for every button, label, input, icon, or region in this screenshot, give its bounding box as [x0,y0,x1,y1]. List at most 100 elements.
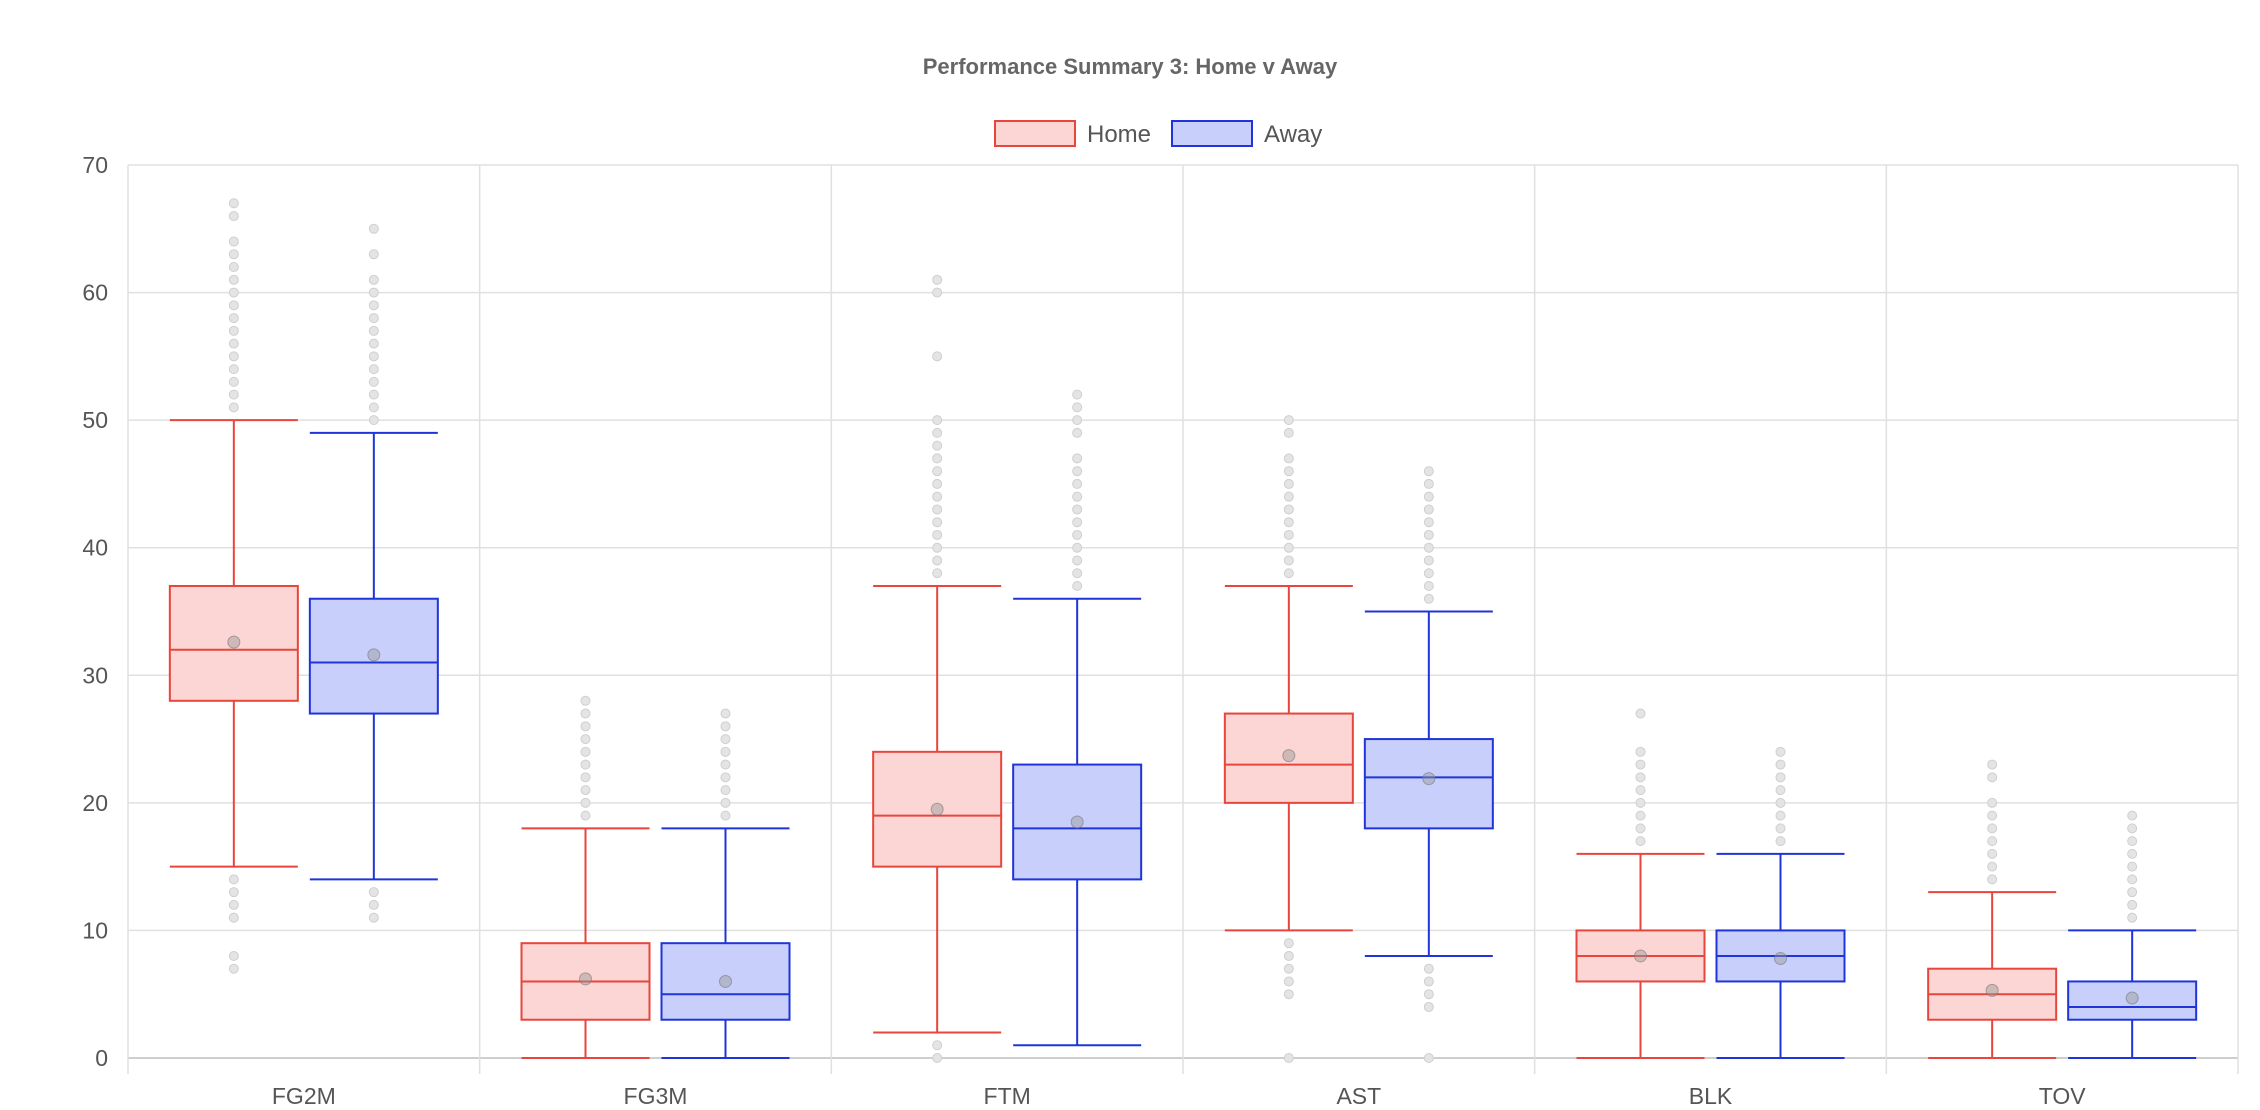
outlier-point [932,427,943,438]
outlier-point [1635,797,1646,808]
outlier-point [1423,504,1434,515]
outlier-point [580,708,591,719]
outlier-point [1987,759,1998,770]
outlier-point [1283,1053,1294,1063]
outlier-point [1072,427,1083,438]
legend-item-home: Home [994,120,1151,148]
outlier-point [1072,415,1083,426]
outlier-point [720,785,731,796]
outlier-point [368,249,379,260]
outlier-point [228,364,239,375]
outlier-point [1775,785,1786,796]
outlier-point [1987,772,1998,783]
box-home-ast [1223,415,1354,1063]
mean-point [579,972,592,986]
outlier-point [1423,593,1434,604]
legend-swatch [1171,120,1253,147]
outlier-point [720,708,731,719]
outlier-point [1283,466,1294,477]
outlier-point [228,950,239,961]
outlier-point [368,376,379,387]
mean-point [1634,949,1647,963]
mean-point [367,648,381,662]
outlier-point [1283,529,1294,540]
outlier-point [932,274,943,285]
outlier-point [228,249,239,260]
outlier-point [720,734,731,745]
outlier-point [1283,989,1294,1000]
outlier-point [228,287,239,298]
outlier-point [1283,568,1294,579]
outlier-point [580,734,591,745]
outlier-point [932,351,943,362]
outlier-point [1635,759,1646,770]
outlier-point [368,389,379,400]
outlier-point [2127,912,2138,923]
outlier-point [368,415,379,426]
iqr-box [308,597,439,715]
outlier-point [368,338,379,349]
outlier-point [1775,797,1786,808]
outlier-point [368,287,379,298]
outlier-point [228,211,239,222]
outlier-point [2127,810,2138,821]
iqr-box [1223,712,1354,804]
outlier-point [1987,823,1998,834]
outlier-point [580,797,591,808]
outlier-point [1987,848,1998,859]
outlier-point [2127,887,2138,898]
outlier-point [580,810,591,821]
mean-point [930,802,944,816]
outlier-point [932,453,943,464]
outlier-point [1072,491,1083,502]
outlier-point [368,300,379,311]
outlier-point [1283,517,1294,528]
outlier-point [1775,823,1786,834]
y-tick-label: 30 [82,662,108,688]
outlier-point [1423,478,1434,489]
mean-point [1985,983,1999,997]
outlier-point [1072,402,1083,413]
outlier-point [1072,517,1083,528]
iqr-box [168,584,299,702]
outlier-point [228,338,239,349]
outlier-point [932,415,943,426]
outlier-point [1775,810,1786,821]
y-tick-label: 20 [82,790,108,816]
mean-point [1422,772,1436,786]
outlier-point [932,287,943,298]
legend-label: Away [1264,121,1322,148]
outlier-point [580,772,591,783]
x-axis-labels: FG2M FG3M FTM AST BLK TOV [272,1083,2086,1109]
outlier-point [720,721,731,732]
outlier-point [1987,797,1998,808]
outlier-point [1423,989,1434,1000]
outlier-point [1423,1001,1434,1012]
outlier-point [720,772,731,783]
outlier-point [720,797,731,808]
outlier-point [1635,772,1646,783]
outlier-point [368,912,379,923]
outlier-point [1072,580,1083,591]
x-tick-label: FG2M [272,1083,336,1109]
mean-point [719,974,732,988]
outlier-point [1423,542,1434,553]
outlier-point [932,517,943,528]
outlier-point [932,555,943,566]
y-tick-label: 50 [82,407,108,433]
outlier-point [1072,389,1083,400]
y-tick-label: 40 [82,535,108,561]
outlier-point [1283,453,1294,464]
outlier-point [932,1040,943,1051]
legend-item-away: Away [1171,120,1322,148]
mean-point [1070,815,1084,829]
outlier-point [1283,478,1294,489]
outlier-point [1423,568,1434,579]
outlier-point [228,899,239,910]
outlier-point [1423,976,1434,987]
y-tick-label: 70 [82,152,108,178]
outlier-point [1423,529,1434,540]
outlier-point [228,402,239,413]
y-tick-label: 0 [95,1045,108,1071]
x-tick-label: FG3M [624,1083,688,1109]
